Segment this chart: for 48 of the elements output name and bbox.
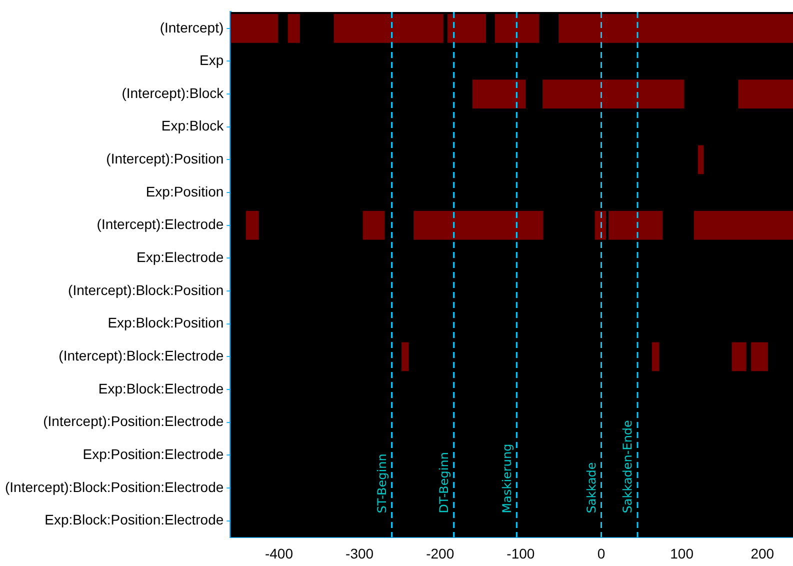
- y-tick-label: Exp:Electrode: [136, 249, 224, 266]
- y-tick-label: Exp: [200, 52, 224, 68]
- bar: [652, 342, 660, 372]
- x-tick-label: 0: [597, 545, 606, 562]
- x-tick-label: 100: [670, 545, 694, 562]
- y-tick-label: (Intercept):Block: [122, 84, 225, 101]
- bar: [401, 342, 409, 372]
- x-tick-label: -200: [426, 545, 454, 562]
- bar: [230, 14, 278, 43]
- bar: [558, 14, 793, 43]
- y-tick-label: (Intercept):Position: [106, 150, 224, 167]
- y-tick-label: (Intercept):Electrode: [96, 216, 224, 232]
- y-tick-label: (Intercept):Block:Position: [68, 282, 224, 298]
- y-tick-label: (Intercept):Block:Position:Electrode: [5, 478, 224, 495]
- y-tick-label: Exp:Block: [161, 118, 225, 134]
- ref-line-label: ST-Beginn: [374, 454, 389, 514]
- bar: [334, 14, 444, 43]
- bar: [472, 80, 526, 109]
- x-tick-label: -300: [346, 545, 374, 562]
- y-tick-label: (Intercept): [160, 19, 224, 36]
- bar: [494, 14, 540, 43]
- y-tick-label: (Intercept):Block:Electrode: [58, 348, 224, 364]
- y-tick-label: Exp:Block:Position: [108, 314, 224, 331]
- bar: [288, 14, 300, 43]
- bar: [414, 210, 544, 240]
- bar: [447, 14, 486, 43]
- bar: [732, 342, 746, 372]
- x-tick-label: 200: [750, 545, 774, 562]
- ref-line-label: Sakkaden-Ende: [620, 420, 635, 514]
- bar: [362, 210, 385, 240]
- x-tick-label: -400: [264, 545, 294, 562]
- bar: [751, 342, 768, 372]
- bar: [694, 210, 793, 240]
- bar: [542, 80, 684, 109]
- y-tick-label: Exp:Block:Position:Electrode: [44, 512, 224, 528]
- bar: [608, 210, 662, 240]
- ref-line-label: DT-Beginn: [436, 452, 451, 514]
- y-tick-label: Exp:Block:Electrode: [98, 380, 224, 396]
- x-tick-label: -100: [506, 545, 535, 562]
- bar: [698, 145, 704, 174]
- ref-line-label: Sakkade: [584, 462, 598, 514]
- bar: [246, 210, 259, 240]
- y-tick-label: Exp:Position: [146, 183, 224, 200]
- y-tick-label: (Intercept):Position:Electrode: [43, 413, 224, 430]
- bar: [594, 210, 606, 240]
- bar: [738, 80, 793, 109]
- ref-line-label: Maskierung: [500, 444, 514, 514]
- y-tick-label: Exp:Position:Electrode: [82, 446, 224, 462]
